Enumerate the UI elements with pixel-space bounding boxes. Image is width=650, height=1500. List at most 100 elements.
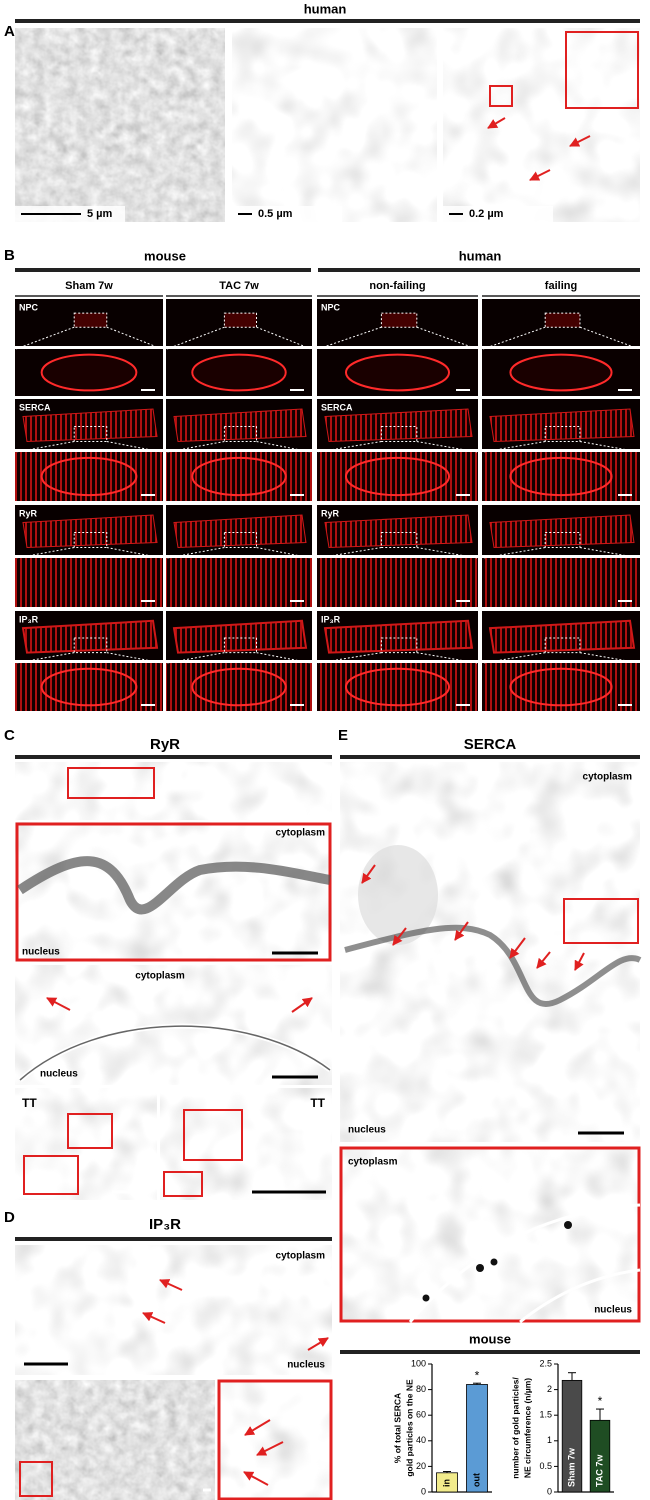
arrow (46, 997, 71, 1011)
label: 100 (411, 1358, 426, 1368)
arrow (361, 864, 376, 884)
arrow (529, 169, 551, 181)
zoom-guide (15, 441, 75, 453)
zoom-guide (416, 326, 478, 350)
zoom-guide (106, 326, 163, 350)
zoom-box (544, 426, 581, 442)
micrograph (15, 1245, 332, 1375)
label: RyR (321, 508, 340, 518)
micrograph (15, 1380, 215, 1500)
zoom-guide (166, 652, 225, 664)
nucleus (344, 667, 451, 707)
zoom-guide (256, 441, 312, 453)
micrograph (15, 1088, 157, 1200)
arrow (487, 117, 506, 129)
zoom-guide (106, 547, 163, 559)
label: 0.2 µm (469, 208, 504, 220)
zoom-guide (15, 547, 75, 559)
zoom-box (73, 312, 108, 328)
arrow (536, 951, 551, 969)
inset-box (163, 1171, 203, 1197)
zoom-box (223, 637, 258, 654)
label: human (459, 248, 502, 263)
membrane (408, 1203, 641, 1323)
zoom-box (544, 532, 581, 548)
cell (323, 619, 474, 654)
inset-box (15, 822, 332, 962)
label: 0.5 µm (258, 208, 293, 220)
label: NPC (321, 302, 341, 312)
zoom-box (73, 532, 108, 548)
micrograph (340, 1147, 640, 1322)
fluorescence-zoom (15, 452, 163, 501)
header-bar (15, 1237, 332, 1241)
arrow (256, 1441, 284, 1456)
label: SERCA (19, 402, 51, 412)
zoom-guide (482, 652, 546, 664)
arrow (509, 937, 526, 959)
fluorescence-zoom (317, 558, 478, 607)
cell (488, 619, 636, 654)
fluorescence-zoom (317, 452, 478, 501)
y-axis-label: % of total SERCA (392, 1393, 402, 1463)
label: cytoplasm (348, 1157, 398, 1168)
label: IP₃R (321, 614, 341, 624)
header-bar (15, 19, 640, 23)
zoom-guide (317, 441, 382, 453)
cell (22, 514, 158, 549)
label: RyR (19, 508, 38, 518)
zoom-guide (317, 326, 382, 350)
label: TT (310, 1096, 325, 1110)
inset-box (67, 767, 155, 799)
membrane (344, 924, 642, 1007)
zoom-guide (106, 441, 163, 453)
cell (324, 408, 473, 443)
micrograph (443, 28, 640, 222)
zoom-box (223, 312, 258, 328)
label: mouse (469, 1331, 511, 1346)
y-axis-label: gold particles on the NE (404, 1379, 414, 1477)
zoom-guide (579, 326, 640, 350)
cell (22, 408, 158, 443)
zoom-guide (15, 652, 75, 664)
inset-box (19, 1461, 53, 1497)
zoom-box (223, 426, 258, 442)
zoom-guide (166, 441, 225, 453)
zoom-guide (482, 547, 546, 559)
arrow (243, 1471, 269, 1486)
zoom-guide (579, 652, 640, 664)
nucleus (40, 353, 138, 392)
label: TT (22, 1096, 37, 1110)
cell (489, 408, 635, 443)
zoom-guide (482, 326, 546, 350)
zoom-box (544, 637, 581, 654)
zoom-guide (317, 547, 382, 559)
membrane (17, 856, 331, 915)
y-axis-label: NE circumference (n/µm) (522, 1378, 532, 1478)
vesicle (358, 845, 438, 945)
micrograph (15, 762, 332, 820)
scale-bg (232, 206, 342, 222)
label: cytoplasm (583, 772, 633, 783)
label: cytoplasm (276, 828, 326, 839)
arrow (454, 921, 469, 941)
label: mouse (144, 248, 186, 263)
zoom-guide (579, 547, 640, 559)
header-bar (340, 1350, 640, 1354)
nucleus (191, 353, 287, 392)
label: 1.5 (539, 1410, 552, 1420)
gold-particle (422, 1294, 430, 1302)
label: E (338, 727, 348, 744)
zoom-guide (579, 441, 640, 453)
inset-box (565, 31, 639, 109)
zoom-guide (482, 441, 546, 453)
label: 80 (416, 1384, 426, 1394)
y-axis-label: number of gold particles/ (510, 1377, 520, 1479)
label: IP₃R (149, 1216, 181, 1233)
label: SERCA (321, 402, 353, 412)
inset-box (489, 85, 513, 107)
nucleus (191, 667, 287, 707)
nucleus (40, 667, 138, 707)
arrow (307, 1337, 329, 1351)
